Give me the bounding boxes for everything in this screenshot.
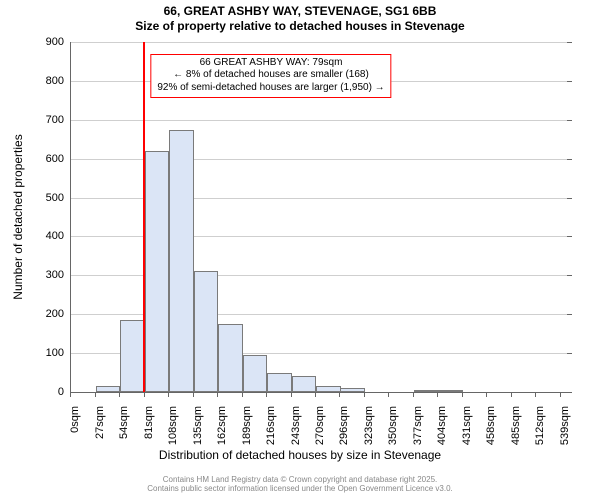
ytick-mark xyxy=(567,159,572,160)
xtick-mark xyxy=(119,392,120,397)
xtick-label: 404sqm xyxy=(436,406,448,445)
histogram-bar xyxy=(194,271,219,392)
ytick-label: 0 xyxy=(58,386,64,398)
histogram-bar xyxy=(218,324,243,392)
xtick-label: 81sqm xyxy=(143,406,155,439)
histogram-bar xyxy=(169,130,194,393)
ytick-mark xyxy=(567,314,572,315)
xtick-label: 296sqm xyxy=(338,406,350,445)
ytick-mark xyxy=(567,198,572,199)
xtick-label: 162sqm xyxy=(216,406,228,445)
xtick-mark xyxy=(486,392,487,397)
xtick-mark xyxy=(315,392,316,397)
ytick-mark xyxy=(567,120,572,121)
xtick-mark xyxy=(364,392,365,397)
xtick-label: 458sqm xyxy=(485,406,497,445)
ytick-mark xyxy=(567,236,572,237)
gridline-h xyxy=(71,120,571,121)
xtick-mark xyxy=(217,392,218,397)
chart-frame: 66, GREAT ASHBY WAY, STEVENAGE, SG1 6BB … xyxy=(0,0,600,500)
ytick-label: 700 xyxy=(46,114,64,126)
xtick-label: 539sqm xyxy=(559,406,571,445)
histogram-bar xyxy=(414,390,439,392)
footer-line1: Contains HM Land Registry data © Crown c… xyxy=(0,475,600,485)
plot-area: 66 GREAT ASHBY WAY: 79sqm← 8% of detache… xyxy=(70,42,571,393)
histogram-bar xyxy=(267,373,292,392)
xtick-label: 270sqm xyxy=(314,406,326,445)
xtick-label: 512sqm xyxy=(534,406,546,445)
histogram-bar xyxy=(340,388,365,392)
ytick-label: 500 xyxy=(46,192,64,204)
x-axis-title: Distribution of detached houses by size … xyxy=(0,448,600,462)
annotation-box: 66 GREAT ASHBY WAY: 79sqm← 8% of detache… xyxy=(150,54,391,99)
chart-title: 66, GREAT ASHBY WAY, STEVENAGE, SG1 6BB … xyxy=(0,4,600,34)
xtick-label: 485sqm xyxy=(510,406,522,445)
ytick-mark xyxy=(567,392,572,393)
ytick-label: 400 xyxy=(46,230,64,242)
xtick-label: 323sqm xyxy=(363,406,375,445)
property-marker-line xyxy=(143,42,145,392)
footer-attribution: Contains HM Land Registry data © Crown c… xyxy=(0,475,600,494)
histogram-bar xyxy=(96,386,121,392)
histogram-bar xyxy=(438,390,463,392)
xtick-label: 189sqm xyxy=(241,406,253,445)
xtick-mark xyxy=(144,392,145,397)
annotation-line: ← 8% of detached houses are smaller (168… xyxy=(157,69,384,82)
xtick-label: 243sqm xyxy=(290,406,302,445)
ytick-mark xyxy=(567,275,572,276)
xtick-label: 216sqm xyxy=(265,406,277,445)
xtick-mark xyxy=(413,392,414,397)
xtick-label: 27sqm xyxy=(94,406,106,439)
xtick-label: 108sqm xyxy=(167,406,179,445)
xtick-label: 54sqm xyxy=(118,406,130,439)
ytick-label: 900 xyxy=(46,36,64,48)
histogram-bar xyxy=(316,386,341,392)
xtick-mark xyxy=(511,392,512,397)
histogram-bar xyxy=(243,355,268,392)
xtick-mark xyxy=(339,392,340,397)
xtick-mark xyxy=(560,392,561,397)
xtick-mark xyxy=(95,392,96,397)
xtick-mark xyxy=(462,392,463,397)
xtick-mark xyxy=(193,392,194,397)
ytick-mark xyxy=(567,353,572,354)
xtick-label: 377sqm xyxy=(412,406,424,445)
gridline-h xyxy=(71,42,571,43)
histogram-bar xyxy=(120,320,145,392)
xtick-label: 0sqm xyxy=(69,406,81,433)
ytick-label: 100 xyxy=(46,347,64,359)
ytick-label: 800 xyxy=(46,75,64,87)
histogram-bar xyxy=(292,376,317,392)
title-line1: 66, GREAT ASHBY WAY, STEVENAGE, SG1 6BB xyxy=(0,4,600,19)
ytick-label: 300 xyxy=(46,269,64,281)
y-axis-title: Number of detached properties xyxy=(11,134,25,299)
xtick-mark xyxy=(291,392,292,397)
ytick-label: 200 xyxy=(46,308,64,320)
xtick-label: 135sqm xyxy=(192,406,204,445)
xtick-mark xyxy=(266,392,267,397)
ytick-mark xyxy=(567,81,572,82)
histogram-bar xyxy=(145,151,170,392)
ytick-mark xyxy=(567,42,572,43)
footer-line2: Contains public sector information licen… xyxy=(0,484,600,494)
xtick-mark xyxy=(70,392,71,397)
annotation-line: 92% of semi-detached houses are larger (… xyxy=(157,82,384,95)
xtick-mark xyxy=(242,392,243,397)
ytick-label: 600 xyxy=(46,153,64,165)
title-line2: Size of property relative to detached ho… xyxy=(0,19,600,34)
xtick-label: 431sqm xyxy=(461,406,473,445)
annotation-line: 66 GREAT ASHBY WAY: 79sqm xyxy=(157,57,384,70)
xtick-mark xyxy=(535,392,536,397)
xtick-mark xyxy=(168,392,169,397)
xtick-mark xyxy=(437,392,438,397)
xtick-mark xyxy=(388,392,389,397)
xtick-label: 350sqm xyxy=(387,406,399,445)
